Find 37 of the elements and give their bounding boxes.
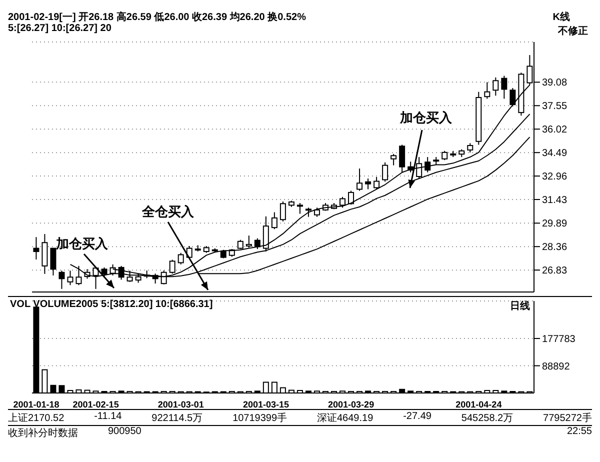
text: 7795272手 bbox=[543, 412, 592, 425]
annotation: 全仓买入 bbox=[141, 204, 195, 219]
y-tick-label: 34.49 bbox=[542, 148, 568, 160]
annotation: VOL VOLUME2005 5:[3812.20] 10:[6866.31] bbox=[10, 299, 213, 310]
annotation: 加仓买入 bbox=[55, 236, 109, 251]
y-tick-label: 37.55 bbox=[542, 101, 568, 112]
text: 900950 bbox=[108, 426, 142, 439]
x-tick-label: 2001-03-15 bbox=[242, 399, 290, 410]
x-tick-label: 2001-04-24 bbox=[456, 399, 502, 410]
y-tick-label: 88892 bbox=[542, 361, 570, 372]
x-tick-label: 2001-03-01 bbox=[158, 399, 204, 410]
y-tick-label: 36.02 bbox=[542, 124, 568, 136]
text: 5:[26.27] 10:[26.27] 20 bbox=[8, 23, 112, 34]
text: 不修正 bbox=[558, 25, 588, 38]
y-tick-label: 177783 bbox=[542, 334, 576, 346]
y-tick-label: 29.89 bbox=[542, 218, 568, 230]
annotation: 加仓买入 bbox=[399, 110, 453, 125]
x-tick-label: 2001-01-18 bbox=[13, 399, 60, 410]
text: 深证4649.19 bbox=[317, 412, 374, 425]
y-tick-label: 31.43 bbox=[542, 195, 568, 206]
annotation: 日线 bbox=[510, 300, 530, 313]
y-tick-label: 26.83 bbox=[542, 266, 568, 277]
text: 2001-02-19[一] 开26.18 高26.59 低26.00 收26.39 均26.20 换0.52% bbox=[8, 10, 306, 24]
x-tick-label: 2001-02-15 bbox=[72, 399, 119, 410]
text: -27.49 bbox=[403, 411, 432, 424]
text: 22:55 bbox=[566, 426, 592, 439]
text: 收到补分时数据 bbox=[8, 426, 78, 440]
text: 上证2170.52 bbox=[8, 412, 64, 425]
text: 922114.5万 bbox=[152, 412, 203, 425]
y-tick-label: 28.36 bbox=[542, 242, 568, 254]
text: -11.14 bbox=[94, 411, 122, 424]
y-tick-label: 39.08 bbox=[542, 78, 568, 89]
x-tick-label: 2001-03-29 bbox=[328, 399, 374, 410]
text: K线 bbox=[552, 10, 570, 24]
text: 545258.2万 bbox=[461, 412, 514, 425]
text: 10719399手 bbox=[232, 412, 288, 425]
y-tick-label: 32.96 bbox=[542, 172, 568, 183]
